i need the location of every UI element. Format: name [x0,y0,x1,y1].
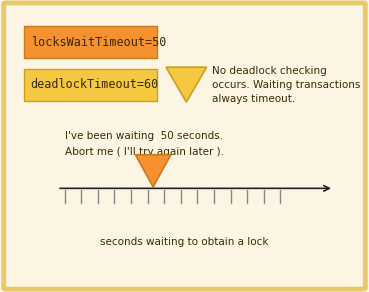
Text: deadlockTimeout=60: deadlockTimeout=60 [31,78,159,91]
Polygon shape [135,155,171,187]
Text: seconds waiting to obtain a lock: seconds waiting to obtain a lock [100,237,269,247]
Text: Abort me ( I'll try again later ).: Abort me ( I'll try again later ). [65,147,224,157]
FancyBboxPatch shape [24,69,157,101]
Text: I've been waiting  50 seconds.: I've been waiting 50 seconds. [65,131,223,141]
FancyBboxPatch shape [24,26,157,58]
Text: No deadlock checking
occurs. Waiting transactions
always timeout.: No deadlock checking occurs. Waiting tra… [212,66,361,104]
Polygon shape [166,67,207,102]
Text: locksWaitTimeout=50: locksWaitTimeout=50 [31,36,166,49]
